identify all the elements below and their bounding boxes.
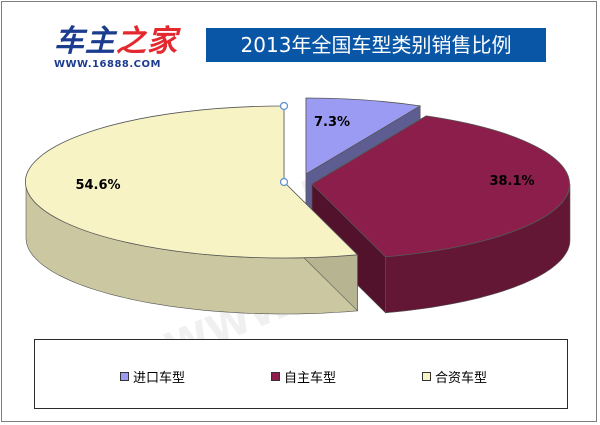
chart-title: 2013年全国车型类别销售比例 [206,28,546,62]
logo-url: WWW.16888.COM [54,59,161,70]
legend-item-import: 进口车型 [120,367,185,386]
legend-item-domestic: 自主车型 [271,367,336,386]
data-label-domestic: 38.1% [489,174,534,189]
legend-label-domestic: 自主车型 [284,371,337,386]
pie-slice-domestic[interactable] [311,115,570,258]
legend-swatch-joint-venture [422,372,431,381]
legend-swatch-import [120,372,129,381]
logo-text-part1: 车主 [54,24,116,59]
legend: 进口车型 自主车型 合资车型 [34,339,568,409]
site-logo: 车主之家 WWW.16888.COM [54,24,184,71]
legend-label-joint-venture: 合资车型 [435,371,488,386]
data-label-joint-venture: 54.6% [75,178,120,193]
logo-text-part2: 之家 [116,24,178,59]
selection-handle[interactable] [279,177,289,187]
legend-label-import: 进口车型 [133,371,186,386]
legend-swatch-domestic [271,372,280,381]
legend-item-joint-venture: 合资车型 [422,367,487,386]
pie-slice-joint-venture[interactable] [25,105,359,259]
selection-handle[interactable] [279,101,289,111]
pie-slice-import[interactable] [305,97,422,175]
data-label-import: 7.3% [314,115,350,130]
